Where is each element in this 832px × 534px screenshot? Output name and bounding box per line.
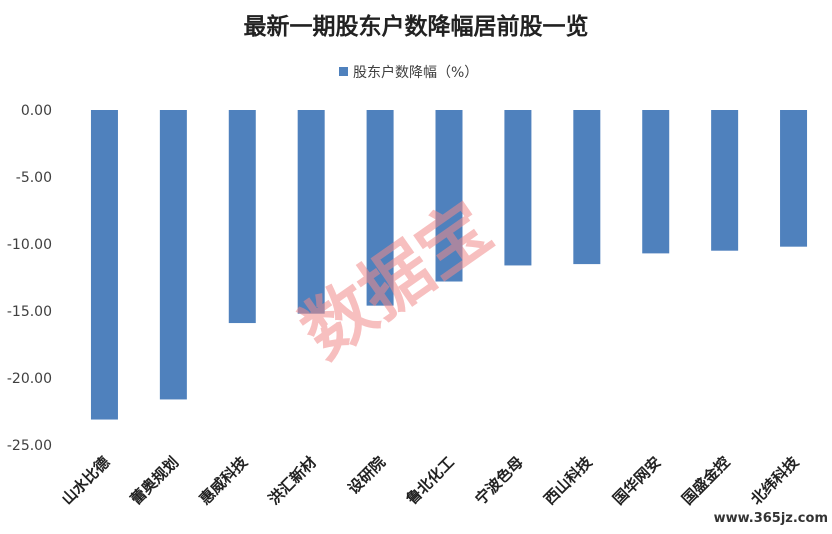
- bar: [297, 110, 325, 314]
- x-tick-label: 西山科技: [540, 452, 596, 508]
- x-tick-label: 惠威科技: [196, 452, 252, 508]
- bar: [711, 110, 739, 251]
- bar: [573, 110, 601, 265]
- x-tick-label: 蕾奥规划: [127, 453, 182, 508]
- bar: [159, 110, 187, 400]
- legend: 股东户数降幅（%）: [339, 64, 478, 81]
- bar: [780, 110, 808, 247]
- chart-title: 最新一期股东户数降幅居前股一览: [244, 13, 589, 40]
- y-tick-label: 0.00: [21, 103, 52, 119]
- x-tick-label: 北纬科技: [747, 452, 803, 508]
- x-tick-label: 宁波色母: [472, 453, 527, 508]
- y-axis: 0.00 -5.00 -10.00 -15.00 -20.00 -25.00: [7, 103, 52, 454]
- bar: [366, 110, 394, 306]
- y-tick-label: -25.00: [7, 438, 52, 454]
- legend-swatch: [339, 67, 348, 76]
- x-tick-label: 国盛金控: [678, 453, 733, 508]
- y-tick-label: -20.00: [7, 371, 52, 387]
- x-tick-label: 国华网安: [609, 453, 664, 508]
- bar: [90, 110, 118, 420]
- x-tick-label: 洪汇新材: [265, 453, 320, 508]
- x-tick-label: 鲁北化工: [403, 453, 458, 508]
- y-tick-label: -15.00: [7, 304, 52, 320]
- x-tick-label: 设研院: [344, 453, 389, 498]
- bar: [228, 110, 256, 324]
- bar: [642, 110, 670, 254]
- x-axis: 山水比德 蕾奥规划 惠威科技 洪汇新材 设研院 鲁北化工 宁波色母 西山科技 国华网安 国盛金控北…: [58, 452, 803, 508]
- bar-series: [90, 110, 808, 420]
- y-tick-label: -5.00: [16, 170, 52, 186]
- bar: [504, 110, 532, 266]
- bar: [435, 110, 463, 282]
- legend-label: 股东户数降幅（%）: [353, 64, 478, 81]
- x-tick-label: 山水比德: [58, 453, 113, 508]
- site-label: www.365jz.com: [714, 511, 828, 526]
- y-tick-label: -10.00: [7, 237, 52, 253]
